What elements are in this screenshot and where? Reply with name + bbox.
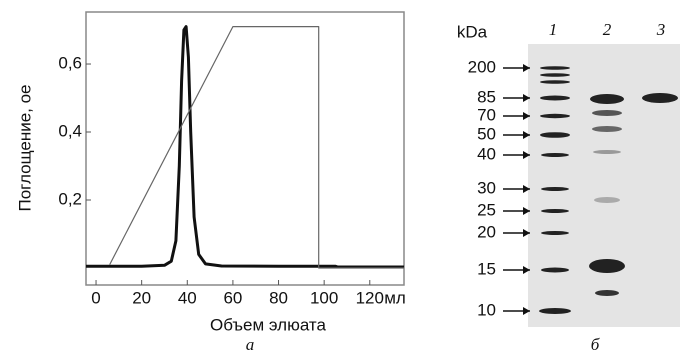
marker-label: 50	[477, 124, 496, 143]
band	[541, 153, 569, 157]
marker-label: 85	[477, 87, 496, 106]
lane-label: 3	[656, 20, 666, 39]
band	[592, 110, 622, 116]
band	[540, 73, 570, 77]
band	[589, 259, 625, 273]
band	[540, 80, 570, 84]
plot: 0 20 40 60 80 100 120 0,2 0,4 0,6	[58, 27, 404, 308]
x-tick-label: 120	[356, 288, 384, 307]
y-tick-label: 0,6	[58, 54, 82, 73]
x-tick-label: 0	[91, 288, 100, 307]
figure: 0204060801001200,20,40,6 Объем элюата По…	[0, 0, 680, 361]
y-axis-label: Поглощение, ое	[15, 84, 34, 211]
marker-label: 25	[477, 200, 496, 219]
band	[541, 268, 569, 273]
band	[590, 94, 624, 104]
marker-label: 30	[477, 178, 496, 197]
band	[593, 150, 621, 154]
marker-label: 20	[477, 222, 496, 241]
band	[540, 114, 570, 118]
marker-label: 40	[477, 144, 496, 163]
marker-label: 200	[468, 57, 496, 76]
marker-label: 15	[477, 259, 496, 278]
band	[592, 126, 622, 132]
marker-label: 10	[477, 300, 496, 319]
band	[594, 197, 620, 203]
lane-label: 1	[549, 20, 558, 39]
x-tick-label: 100	[310, 288, 338, 307]
gel	[528, 44, 680, 327]
band	[539, 308, 571, 314]
x-tick-label: 40	[178, 288, 197, 307]
band	[540, 132, 570, 138]
y-tick-label: 0,2	[58, 189, 82, 208]
band	[540, 66, 570, 70]
band	[595, 290, 619, 296]
lane-label: 2	[603, 20, 612, 39]
panel-label: б	[591, 335, 600, 354]
band	[541, 187, 569, 191]
line	[110, 27, 404, 268]
y-tick-label: 0,4	[58, 121, 82, 140]
band	[541, 231, 569, 235]
x-tick-label: 80	[269, 288, 288, 307]
band	[541, 209, 569, 213]
marker-label: 70	[477, 105, 496, 124]
gel-unit: kDa	[457, 22, 488, 41]
x-tick-label: 20	[132, 288, 151, 307]
plot-frame	[86, 12, 404, 285]
panel-label: а	[246, 335, 255, 354]
line	[86, 27, 404, 267]
x-axis-label: Объем элюата	[210, 315, 327, 334]
x-unit: мл	[384, 288, 406, 307]
x-tick-label: 60	[223, 288, 242, 307]
band	[642, 93, 678, 103]
band	[540, 96, 570, 101]
